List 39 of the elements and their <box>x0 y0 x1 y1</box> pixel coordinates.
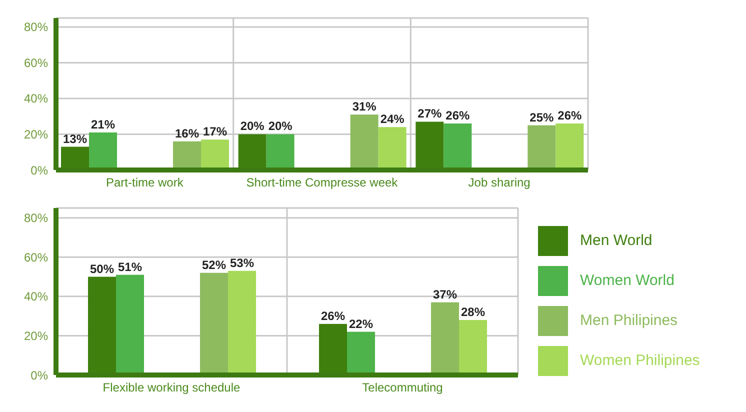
x-tick-label: Flexible working schedule <box>102 380 241 395</box>
x-tick-label: Telecommuting <box>362 380 443 395</box>
data-label: 37% <box>432 287 458 302</box>
data-label: 50% <box>90 262 114 276</box>
legend-label: Men Philipines <box>580 312 678 328</box>
y-tick-label: 60% <box>24 56 48 70</box>
data-label: 16% <box>174 126 200 140</box>
data-label: 24% <box>380 112 405 126</box>
data-label: 26% <box>320 308 346 323</box>
y-tick-label: 80% <box>24 20 48 34</box>
data-label: 21% <box>90 117 116 132</box>
data-label: 52% <box>202 258 226 272</box>
data-label: 26% <box>446 108 470 123</box>
y-tick-label: 0% <box>30 163 48 178</box>
legend-label: Women Philipines <box>580 352 700 368</box>
y-tick-label: 80% <box>24 211 48 226</box>
legend-label: Women World <box>580 272 674 288</box>
data-label: 17% <box>202 124 228 139</box>
y-tick-label: 40% <box>24 290 48 304</box>
y-tick-label: 40% <box>24 92 48 106</box>
y-tick-label: 0% <box>30 368 48 382</box>
x-tick-label: Short-time Compresse week <box>246 176 399 190</box>
legend-label: Men World <box>580 232 652 248</box>
y-tick-label: 60% <box>24 250 48 264</box>
data-label: 25% <box>530 110 554 124</box>
x-tick-label: Part-time work <box>106 176 184 190</box>
data-label: 20% <box>268 119 293 134</box>
data-label: 51% <box>118 260 142 274</box>
y-tick-label: 20% <box>24 127 48 142</box>
y-tick-label: 20% <box>24 328 48 343</box>
x-tick-label: Job sharing <box>468 176 530 190</box>
data-label: 26% <box>558 108 582 123</box>
data-label: 31% <box>352 100 377 114</box>
data-label: 20% <box>240 119 265 134</box>
data-label: 28% <box>460 304 486 319</box>
data-label: 53% <box>230 256 254 270</box>
data-label: 13% <box>62 132 88 146</box>
data-label: 27% <box>418 106 442 121</box>
data-label: 22% <box>348 316 374 331</box>
